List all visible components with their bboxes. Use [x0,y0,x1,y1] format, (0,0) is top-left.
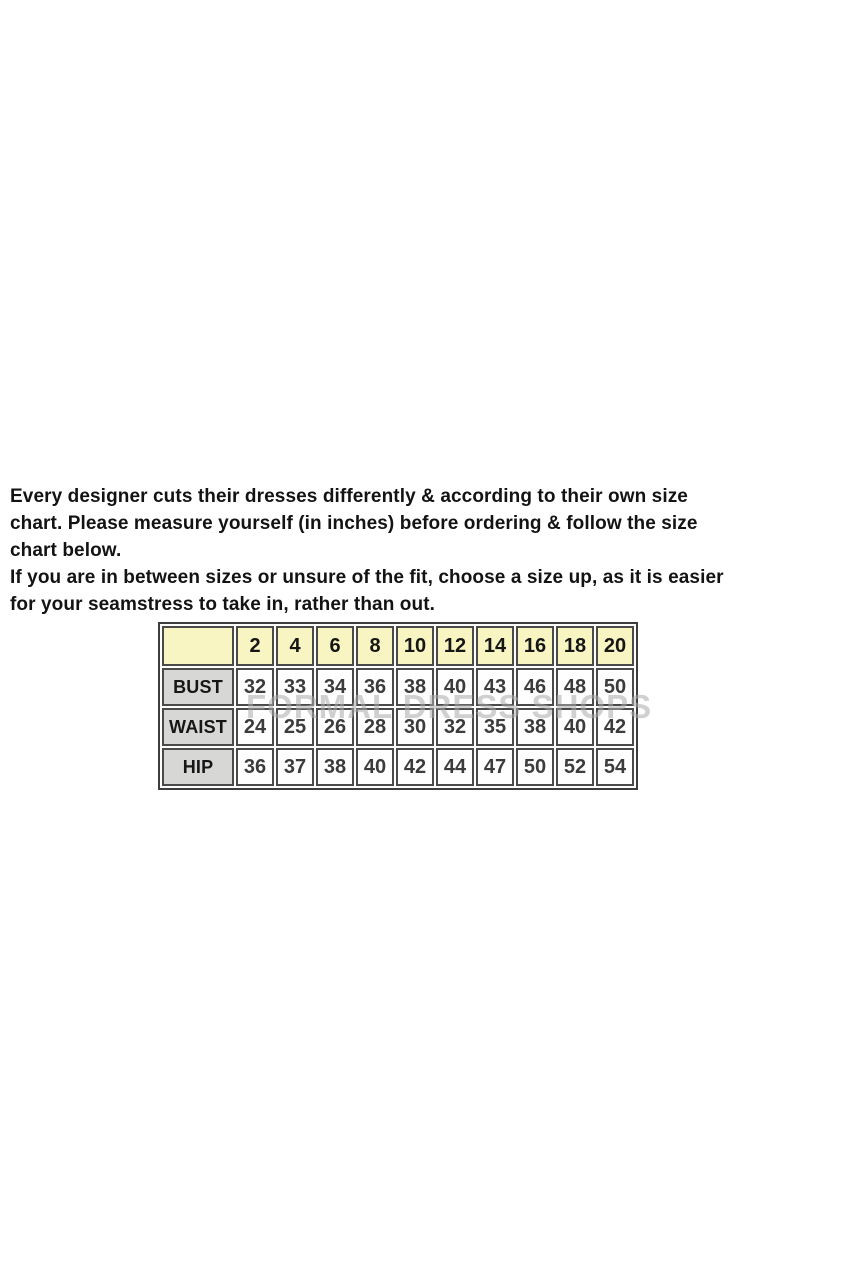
intro-line: Every designer cuts their dresses differ… [10,486,688,507]
table-row: BUST 32 33 34 36 38 40 43 46 48 50 [162,668,634,706]
measurement-value: 44 [436,748,474,786]
measurement-value: 47 [476,748,514,786]
measurement-value: 38 [516,708,554,746]
measurement-value: 35 [476,708,514,746]
intro-text: Every designer cuts their dresses differ… [10,483,850,618]
measurement-value: 28 [356,708,394,746]
measurement-value: 50 [516,748,554,786]
size-header-cell: 6 [316,626,354,666]
measurement-value: 50 [596,668,634,706]
measurement-value: 40 [436,668,474,706]
corner-cell [162,626,234,666]
size-header-cell: 14 [476,626,514,666]
measurement-value: 25 [276,708,314,746]
measurement-value: 52 [556,748,594,786]
measurement-value: 36 [236,748,274,786]
size-header-row: 2 4 6 8 10 12 14 16 18 20 [162,626,634,666]
measurement-value: 34 [316,668,354,706]
intro-line: chart. Please measure yourself (in inche… [10,513,698,534]
measurement-label: HIP [162,748,234,786]
table-row: HIP 36 37 38 40 42 44 47 50 52 54 [162,748,634,786]
measurement-value: 42 [396,748,434,786]
measurement-label: WAIST [162,708,234,746]
size-chart: 2 4 6 8 10 12 14 16 18 20 BUST 32 33 34 36 38 40 43 46 48 50… [158,622,651,790]
measurement-value: 32 [236,668,274,706]
measurement-value: 43 [476,668,514,706]
measurement-value: 38 [396,668,434,706]
measurement-value: 26 [316,708,354,746]
measurement-label: BUST [162,668,234,706]
size-header-cell: 2 [236,626,274,666]
size-header-cell: 18 [556,626,594,666]
size-header-cell: 12 [436,626,474,666]
measurement-value: 46 [516,668,554,706]
size-header-cell: 16 [516,626,554,666]
intro-line: for your seamstress to take in, rather t… [10,594,436,615]
measurement-value: 32 [436,708,474,746]
measurement-value: 40 [556,708,594,746]
size-header-cell: 10 [396,626,434,666]
measurement-value: 33 [276,668,314,706]
measurement-value: 37 [276,748,314,786]
measurement-value: 24 [236,708,274,746]
intro-line: If you are in between sizes or unsure of… [10,567,724,588]
measurement-value: 36 [356,668,394,706]
measurement-value: 54 [596,748,634,786]
table-row: WAIST 24 25 26 28 30 32 35 38 40 42 [162,708,634,746]
size-header-cell: 8 [356,626,394,666]
measurement-value: 42 [596,708,634,746]
size-header-cell: 20 [596,626,634,666]
measurement-value: 38 [316,748,354,786]
measurement-value: 30 [396,708,434,746]
measurement-value: 48 [556,668,594,706]
size-header-cell: 4 [276,626,314,666]
measurement-value: 40 [356,748,394,786]
intro-line: chart below. [10,540,122,561]
size-chart-table: 2 4 6 8 10 12 14 16 18 20 BUST 32 33 34 36 38 40 43 46 48 50… [158,622,638,790]
